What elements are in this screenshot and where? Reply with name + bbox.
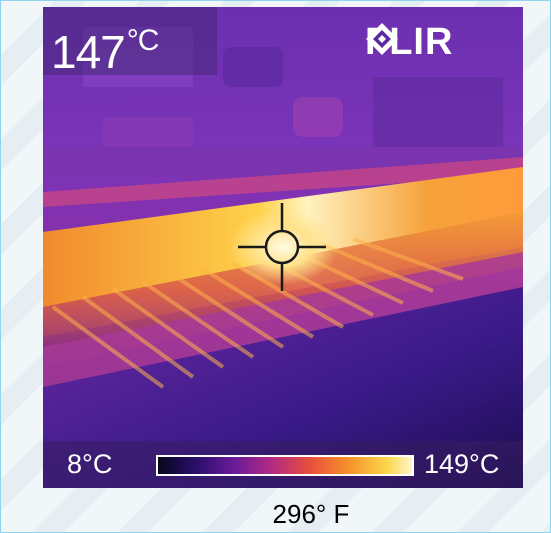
- flir-logo-icon: [366, 23, 398, 55]
- crosshair-icon: [238, 203, 326, 291]
- flir-logo: FLIR: [365, 22, 453, 62]
- fahrenheit-caption: 296° F: [272, 499, 350, 529]
- scale-max-label: 149°C: [424, 449, 500, 479]
- temperature-unit: °C: [126, 24, 160, 57]
- temperature-number: 147: [51, 26, 126, 78]
- scale-min-label: 8°C: [67, 449, 113, 479]
- thermal-scene: [43, 7, 523, 488]
- temperature-readout: 147°C: [43, 7, 217, 78]
- temperature-value: 147°C: [51, 24, 160, 78]
- thermal-image: 147°C FLIR 8°C 149°C: [43, 7, 523, 488]
- color-scale-gradient: [156, 455, 414, 476]
